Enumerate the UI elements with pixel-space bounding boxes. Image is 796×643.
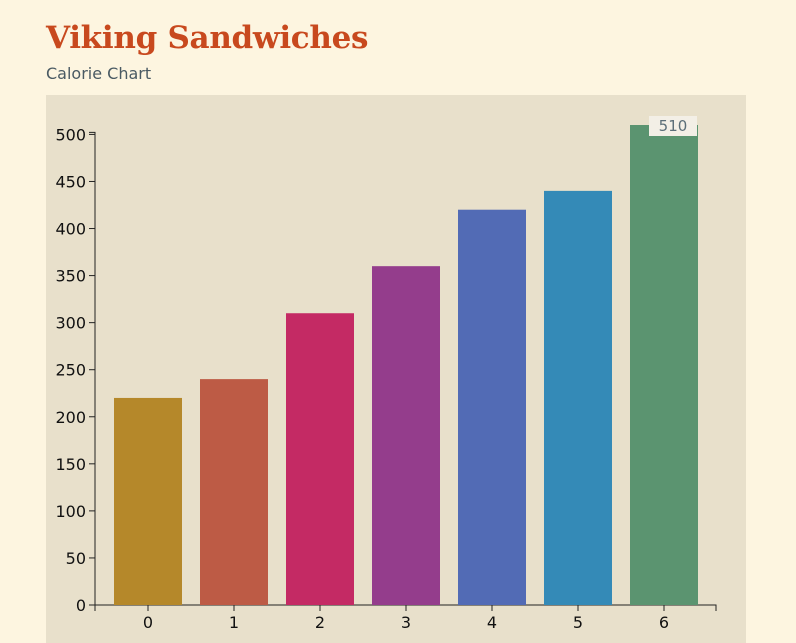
x-tick-label: 6 <box>659 613 669 632</box>
chart-panel: 0 50 100 150 200 250 300 350 400 450 500 0 1 2 3 4 5 6 5… <box>46 95 746 643</box>
y-tick-label: 500 <box>55 125 86 144</box>
bar-4[interactable] <box>458 209 526 605</box>
page-subtitle: Calorie Chart <box>46 64 152 83</box>
bar-1[interactable] <box>200 379 268 605</box>
y-tick-label: 100 <box>55 502 86 521</box>
bar-6[interactable] <box>630 125 698 605</box>
y-axis-line <box>89 131 96 606</box>
x-tick-label: 0 <box>143 613 153 632</box>
y-axis: 0 50 100 150 200 250 300 350 400 450 500 <box>55 125 96 615</box>
y-tick-label: 50 <box>66 549 86 568</box>
y-tick-label: 350 <box>55 267 86 286</box>
value-label: 510 <box>659 117 688 135</box>
y-tick-label: 150 <box>55 455 86 474</box>
bar-0[interactable] <box>114 397 182 605</box>
value-label-group: 510 <box>649 116 697 136</box>
x-tick-label: 4 <box>487 613 497 632</box>
bar-2[interactable] <box>286 313 354 605</box>
y-tick-label: 200 <box>55 408 86 427</box>
x-tick-label: 5 <box>573 613 583 632</box>
y-tick-label: 300 <box>55 314 86 333</box>
x-tick-label: 3 <box>401 613 411 632</box>
value-label-box <box>649 116 697 136</box>
y-tick-label: 0 <box>76 596 86 615</box>
x-axis: 0 1 2 3 4 5 6 <box>94 604 717 632</box>
bar-3[interactable] <box>372 266 440 605</box>
x-tick-label: 1 <box>229 613 239 632</box>
y-tick-label: 400 <box>55 220 86 239</box>
y-tick-label: 250 <box>55 361 86 380</box>
bars-group <box>114 125 698 605</box>
bar-chart: 0 50 100 150 200 250 300 350 400 450 500 0 1 2 3 4 5 6 5… <box>55 116 717 632</box>
bar-5[interactable] <box>544 190 612 605</box>
page-title: Viking Sandwiches <box>46 20 369 56</box>
y-tick-label: 450 <box>55 172 86 191</box>
x-tick-label: 2 <box>315 613 325 632</box>
